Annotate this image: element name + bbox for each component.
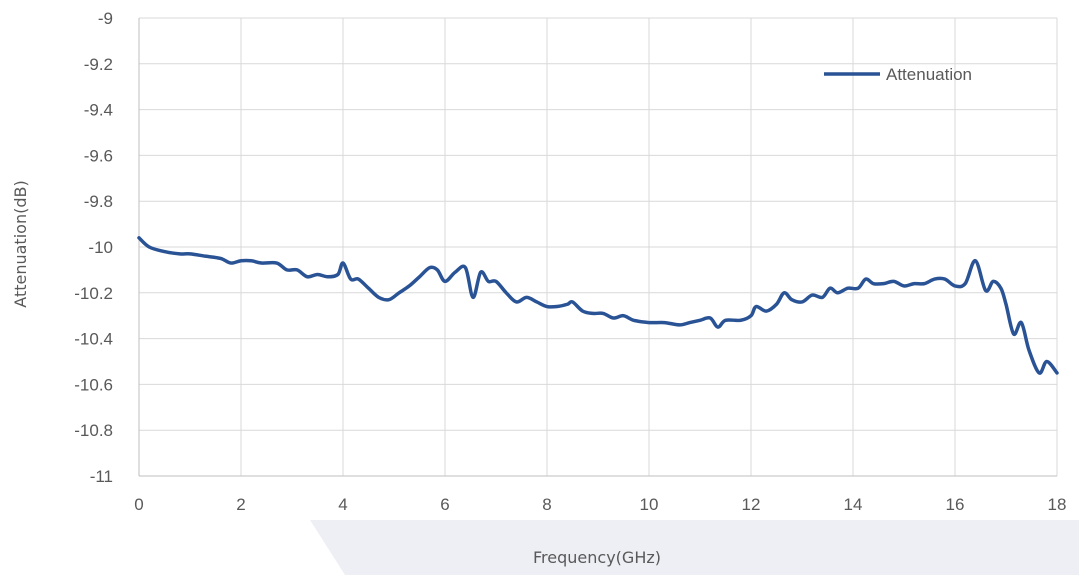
x-tick-label: 12 xyxy=(742,495,761,514)
y-tick-label: -9.4 xyxy=(84,101,113,120)
y-tick-label: -10.6 xyxy=(74,375,113,394)
y-axis-title: Attenuation(dB) xyxy=(11,180,30,307)
y-tick-label: -11 xyxy=(90,467,113,486)
x-tick-label: 18 xyxy=(1048,495,1067,514)
x-tick-label: 8 xyxy=(542,495,551,514)
y-tick-label: -10 xyxy=(88,238,113,257)
y-tick-label: -9.6 xyxy=(84,146,113,165)
x-tick-label: 4 xyxy=(338,495,347,514)
legend: Attenuation xyxy=(824,65,972,84)
tick-labels: 0 2 4 6 8 10 12 14 16 18 -9 -9.2 -9.4 -9.6 -9.8 -10 -10.… xyxy=(74,9,1066,514)
legend-label-attenuation: Attenuation xyxy=(886,65,972,84)
axes xyxy=(138,18,1057,477)
x-axis-title: Frequency(GHz) xyxy=(533,548,661,567)
y-tick-label: -10.2 xyxy=(74,284,113,303)
x-tick-label: 16 xyxy=(946,495,965,514)
y-tick-label: -9 xyxy=(98,9,113,28)
x-tick-label: 2 xyxy=(236,495,245,514)
y-tick-label: -9.2 xyxy=(84,55,113,74)
gridlines xyxy=(139,17,1058,476)
background-decoration xyxy=(310,520,1079,575)
x-tick-label: 6 xyxy=(440,495,449,514)
x-tick-label: 14 xyxy=(844,495,863,514)
y-tick-label: -10.4 xyxy=(74,330,113,349)
y-tick-label: -9.8 xyxy=(84,192,113,211)
y-tick-label: -10.8 xyxy=(74,421,113,440)
x-tick-label: 10 xyxy=(640,495,659,514)
series-layer xyxy=(137,236,1059,375)
series-line-attenuation xyxy=(137,236,1059,375)
x-tick-label: 0 xyxy=(134,495,143,514)
